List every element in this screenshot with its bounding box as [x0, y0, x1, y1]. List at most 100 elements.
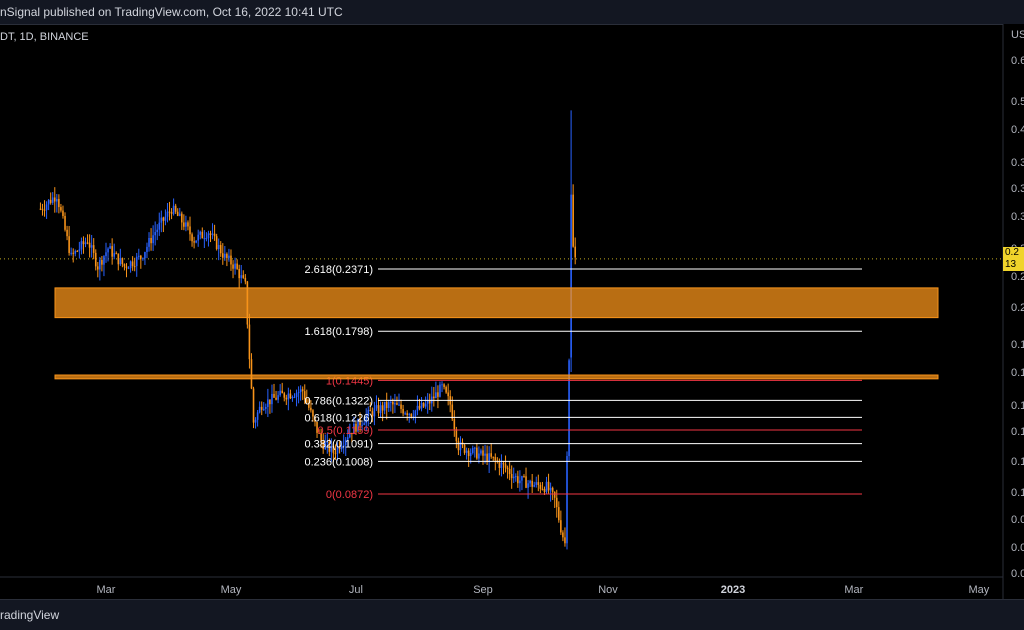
- candle-body: [289, 393, 292, 399]
- candle-body: [99, 260, 101, 270]
- candle-body: [193, 241, 195, 243]
- candle-body: [523, 476, 525, 478]
- candle-body: [53, 197, 56, 202]
- price-axis-label: 0.3: [1011, 211, 1024, 223]
- candle-body: [349, 432, 351, 438]
- candle-body: [275, 397, 277, 400]
- candle-body: [279, 390, 281, 396]
- candle-body: [482, 450, 484, 456]
- candle-body: [488, 453, 490, 462]
- candle-body: [363, 423, 365, 425]
- candle-body: [508, 468, 511, 475]
- candle-body: [367, 409, 370, 417]
- candle-body: [463, 444, 466, 453]
- candle-body: [433, 396, 435, 399]
- candle-body: [535, 482, 538, 485]
- candle-body: [478, 453, 480, 459]
- candle-body: [244, 277, 247, 282]
- candle-body: [174, 205, 177, 212]
- candle-body: [494, 457, 497, 461]
- price-axis-label: 0.1: [1011, 400, 1024, 412]
- candle-body: [320, 433, 322, 442]
- candle-body: [66, 229, 68, 237]
- candle-body: [504, 464, 507, 468]
- candle-body: [572, 194, 574, 247]
- candle-body: [248, 324, 251, 360]
- price-axis-label: 0.0: [1011, 24, 1024, 27]
- publish-bar: nSignal published on TradingView.com, Oc…: [0, 0, 1024, 25]
- candle-body: [408, 413, 411, 416]
- price-axis-label: 0.3: [1011, 183, 1024, 195]
- time-axis-label: Sep: [473, 584, 493, 596]
- price-axis-label: 0.6: [1011, 55, 1024, 67]
- candle-body: [142, 258, 144, 260]
- symbol-line: DT, 1D, BINANCE: [0, 31, 89, 43]
- candle-body: [144, 252, 146, 259]
- candle-body: [490, 453, 492, 457]
- candle-body: [533, 484, 536, 487]
- candle-body: [435, 392, 437, 399]
- candle-body: [156, 229, 159, 233]
- candle-body: [570, 194, 572, 358]
- candle-body: [443, 384, 445, 388]
- candle-body: [414, 410, 417, 417]
- candle-body: [422, 402, 425, 407]
- price-axis-label: 0.0: [1011, 568, 1024, 580]
- candle-body: [336, 446, 339, 454]
- candle-body: [181, 213, 183, 223]
- candle-body: [47, 199, 50, 205]
- candle-body: [135, 256, 138, 267]
- candle-body: [291, 397, 294, 399]
- candle-body: [447, 392, 449, 397]
- candle-body: [574, 246, 577, 258]
- candle-body: [353, 423, 355, 435]
- price-axis-label: 0.3: [1011, 157, 1024, 169]
- candle-body: [553, 491, 556, 498]
- candle-body: [185, 222, 187, 227]
- candle-body: [148, 237, 150, 247]
- candle-body: [474, 447, 476, 449]
- brand-text: radingView: [0, 608, 60, 622]
- candle-body: [525, 476, 527, 488]
- candle-body: [512, 476, 515, 479]
- candle-body: [133, 266, 136, 268]
- candle-body: [389, 401, 392, 403]
- candle-body: [359, 418, 361, 426]
- candle-body: [160, 217, 163, 223]
- candle-body: [152, 235, 154, 244]
- candle-body: [260, 406, 263, 410]
- candle-body: [426, 400, 429, 404]
- price-axis-label: 0.1: [1011, 426, 1024, 438]
- candle-body: [480, 450, 482, 454]
- fib-level-label: 2.618(0.2371): [305, 264, 374, 276]
- candle-body: [326, 441, 329, 443]
- candle-body: [312, 410, 314, 417]
- candle-body: [41, 208, 44, 210]
- candle-body: [84, 242, 87, 245]
- candle-body: [232, 264, 234, 269]
- footer-bar: radingView: [0, 599, 1024, 630]
- candle-body: [316, 421, 318, 433]
- price-chart[interactable]: 2.618(0.2371)1.618(0.1798)1(0.1445)0.786…: [0, 24, 1024, 599]
- candle-body: [322, 441, 324, 449]
- candle-body: [338, 446, 341, 450]
- candle-body: [519, 480, 521, 484]
- candle-body: [406, 413, 408, 416]
- time-axis-label: May: [221, 584, 242, 596]
- time-axis-label: May: [968, 584, 989, 596]
- candle-body: [199, 231, 202, 235]
- time-axis-label: 2023: [721, 584, 745, 596]
- candle-body: [314, 416, 316, 422]
- candle-body: [346, 437, 349, 440]
- candle-body: [398, 404, 400, 406]
- candle-body: [234, 263, 236, 269]
- candle-body: [365, 416, 368, 424]
- time-axis-label: Nov: [598, 584, 618, 596]
- candle-body: [424, 403, 427, 407]
- candle-body: [123, 264, 126, 267]
- candle-body: [74, 251, 77, 254]
- candle-body: [344, 439, 347, 446]
- candle-body: [476, 447, 478, 459]
- candle-body: [215, 236, 218, 250]
- candle-body: [211, 233, 214, 235]
